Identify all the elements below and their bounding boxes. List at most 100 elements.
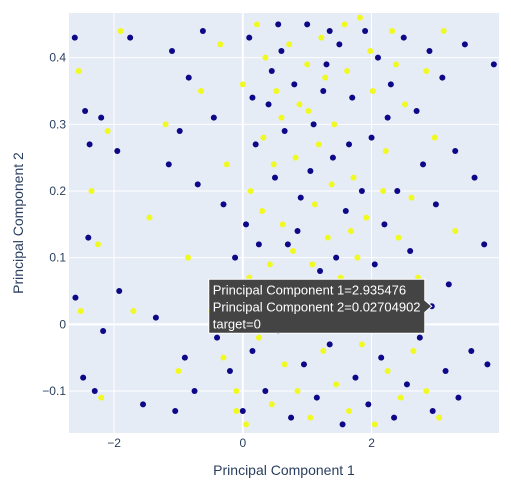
data-point-target-0[interactable]	[249, 348, 256, 354]
data-point-target-1[interactable]	[328, 181, 335, 188]
data-point-target-1[interactable]	[268, 401, 275, 408]
data-point-target-0[interactable]	[220, 201, 227, 208]
data-point-target-1[interactable]	[286, 41, 293, 48]
data-point-target-1[interactable]	[94, 241, 101, 248]
data-point-target-1[interactable]	[408, 194, 415, 201]
data-point-target-0[interactable]	[265, 101, 272, 108]
data-point-target-0[interactable]	[407, 248, 414, 254]
data-point-target-0[interactable]	[468, 348, 475, 354]
data-point-target-1[interactable]	[371, 421, 378, 428]
data-point-target-1[interactable]	[175, 368, 182, 374]
data-point-target-0[interactable]	[80, 374, 87, 381]
data-point-target-1[interactable]	[380, 188, 387, 194]
data-point-target-0[interactable]	[98, 114, 105, 121]
data-point-target-1[interactable]	[260, 134, 267, 141]
data-point-target-0[interactable]	[304, 21, 311, 28]
data-point-target-0[interactable]	[313, 394, 320, 401]
data-point-target-0[interactable]	[172, 408, 179, 414]
data-point-target-1[interactable]	[346, 408, 353, 414]
data-point-target-1[interactable]	[262, 54, 269, 61]
data-point-target-0[interactable]	[461, 41, 468, 48]
data-point-target-0[interactable]	[271, 174, 278, 181]
data-point-target-1[interactable]	[320, 348, 327, 354]
data-point-target-1[interactable]	[382, 148, 389, 154]
data-point-target-0[interactable]	[490, 61, 497, 68]
data-point-target-0[interactable]	[140, 401, 147, 408]
data-point-target-1[interactable]	[292, 154, 299, 161]
data-point-target-1[interactable]	[259, 208, 266, 214]
data-point-target-0[interactable]	[239, 408, 246, 414]
data-point-target-1[interactable]	[389, 28, 396, 34]
data-point-target-1[interactable]	[247, 188, 254, 194]
data-point-target-0[interactable]	[387, 81, 394, 88]
data-point-target-0[interactable]	[442, 368, 449, 374]
data-point-target-0[interactable]	[288, 414, 295, 421]
data-point-target-0[interactable]	[85, 234, 92, 241]
data-point-target-0[interactable]	[484, 361, 491, 368]
data-point-target-0[interactable]	[365, 401, 372, 408]
data-point-target-0[interactable]	[191, 388, 198, 394]
data-point-target-0[interactable]	[262, 388, 269, 394]
data-point-target-0[interactable]	[368, 134, 375, 141]
data-point-target-1[interactable]	[309, 261, 316, 268]
data-point-target-1[interactable]	[431, 134, 438, 141]
data-point-target-0[interactable]	[165, 161, 172, 168]
data-point-target-0[interactable]	[339, 421, 346, 428]
data-point-target-0[interactable]	[471, 174, 478, 181]
data-point-target-0[interactable]	[278, 48, 285, 54]
data-point-target-1[interactable]	[239, 81, 246, 88]
data-point-target-0[interactable]	[342, 208, 349, 214]
data-point-target-0[interactable]	[127, 34, 134, 41]
data-point-target-0[interactable]	[275, 21, 282, 28]
data-point-target-0[interactable]	[374, 54, 381, 61]
data-point-target-0[interactable]	[326, 28, 333, 34]
data-point-target-0[interactable]	[300, 361, 307, 368]
data-point-target-1[interactable]	[233, 388, 240, 394]
data-point-target-1[interactable]	[294, 388, 301, 394]
data-point-target-1[interactable]	[369, 88, 376, 94]
data-point-target-1[interactable]	[117, 28, 124, 34]
data-point-target-0[interactable]	[82, 108, 89, 114]
data-point-target-0[interactable]	[445, 281, 452, 288]
data-point-target-1[interactable]	[281, 361, 288, 368]
data-point-target-0[interactable]	[394, 188, 401, 194]
data-point-target-0[interactable]	[310, 121, 317, 128]
data-point-target-1[interactable]	[197, 88, 204, 94]
data-point-target-0[interactable]	[232, 254, 239, 261]
data-point-target-0[interactable]	[420, 161, 427, 168]
data-point-target-0[interactable]	[243, 221, 250, 228]
data-point-target-0[interactable]	[210, 114, 217, 121]
data-point-target-1[interactable]	[423, 388, 430, 394]
data-point-target-1[interactable]	[331, 121, 338, 128]
data-point-target-0[interactable]	[416, 334, 423, 341]
data-point-target-1[interactable]	[358, 341, 365, 348]
data-point-target-1[interactable]	[315, 141, 322, 148]
data-point-target-0[interactable]	[168, 48, 175, 54]
data-point-target-0[interactable]	[114, 148, 121, 154]
data-point-target-0[interactable]	[362, 28, 369, 34]
data-point-target-1[interactable]	[77, 308, 84, 314]
data-point-target-1[interactable]	[350, 174, 357, 181]
data-point-target-0[interactable]	[358, 188, 365, 194]
data-point-target-1[interactable]	[324, 234, 331, 241]
data-point-target-0[interactable]	[255, 241, 262, 248]
data-point-target-0[interactable]	[71, 34, 78, 41]
data-point-target-0[interactable]	[349, 94, 356, 101]
data-point-target-0[interactable]	[333, 254, 340, 261]
data-point-target-1[interactable]	[452, 228, 459, 234]
data-point-target-0[interactable]	[116, 288, 123, 294]
data-point-target-1[interactable]	[233, 408, 240, 414]
data-point-target-0[interactable]	[100, 328, 107, 334]
data-point-target-0[interactable]	[391, 414, 398, 421]
data-point-target-0[interactable]	[413, 108, 420, 114]
data-point-target-1[interactable]	[440, 28, 447, 34]
data-point-target-1[interactable]	[223, 161, 230, 168]
data-point-target-1[interactable]	[410, 348, 417, 354]
data-point-target-1[interactable]	[98, 394, 105, 401]
data-point-target-1[interactable]	[278, 114, 285, 121]
data-point-target-1[interactable]	[146, 214, 153, 221]
data-point-target-1[interactable]	[402, 101, 409, 108]
data-point-target-1[interactable]	[88, 188, 95, 194]
data-point-target-0[interactable]	[176, 128, 183, 134]
data-point-target-1[interactable]	[305, 108, 312, 114]
